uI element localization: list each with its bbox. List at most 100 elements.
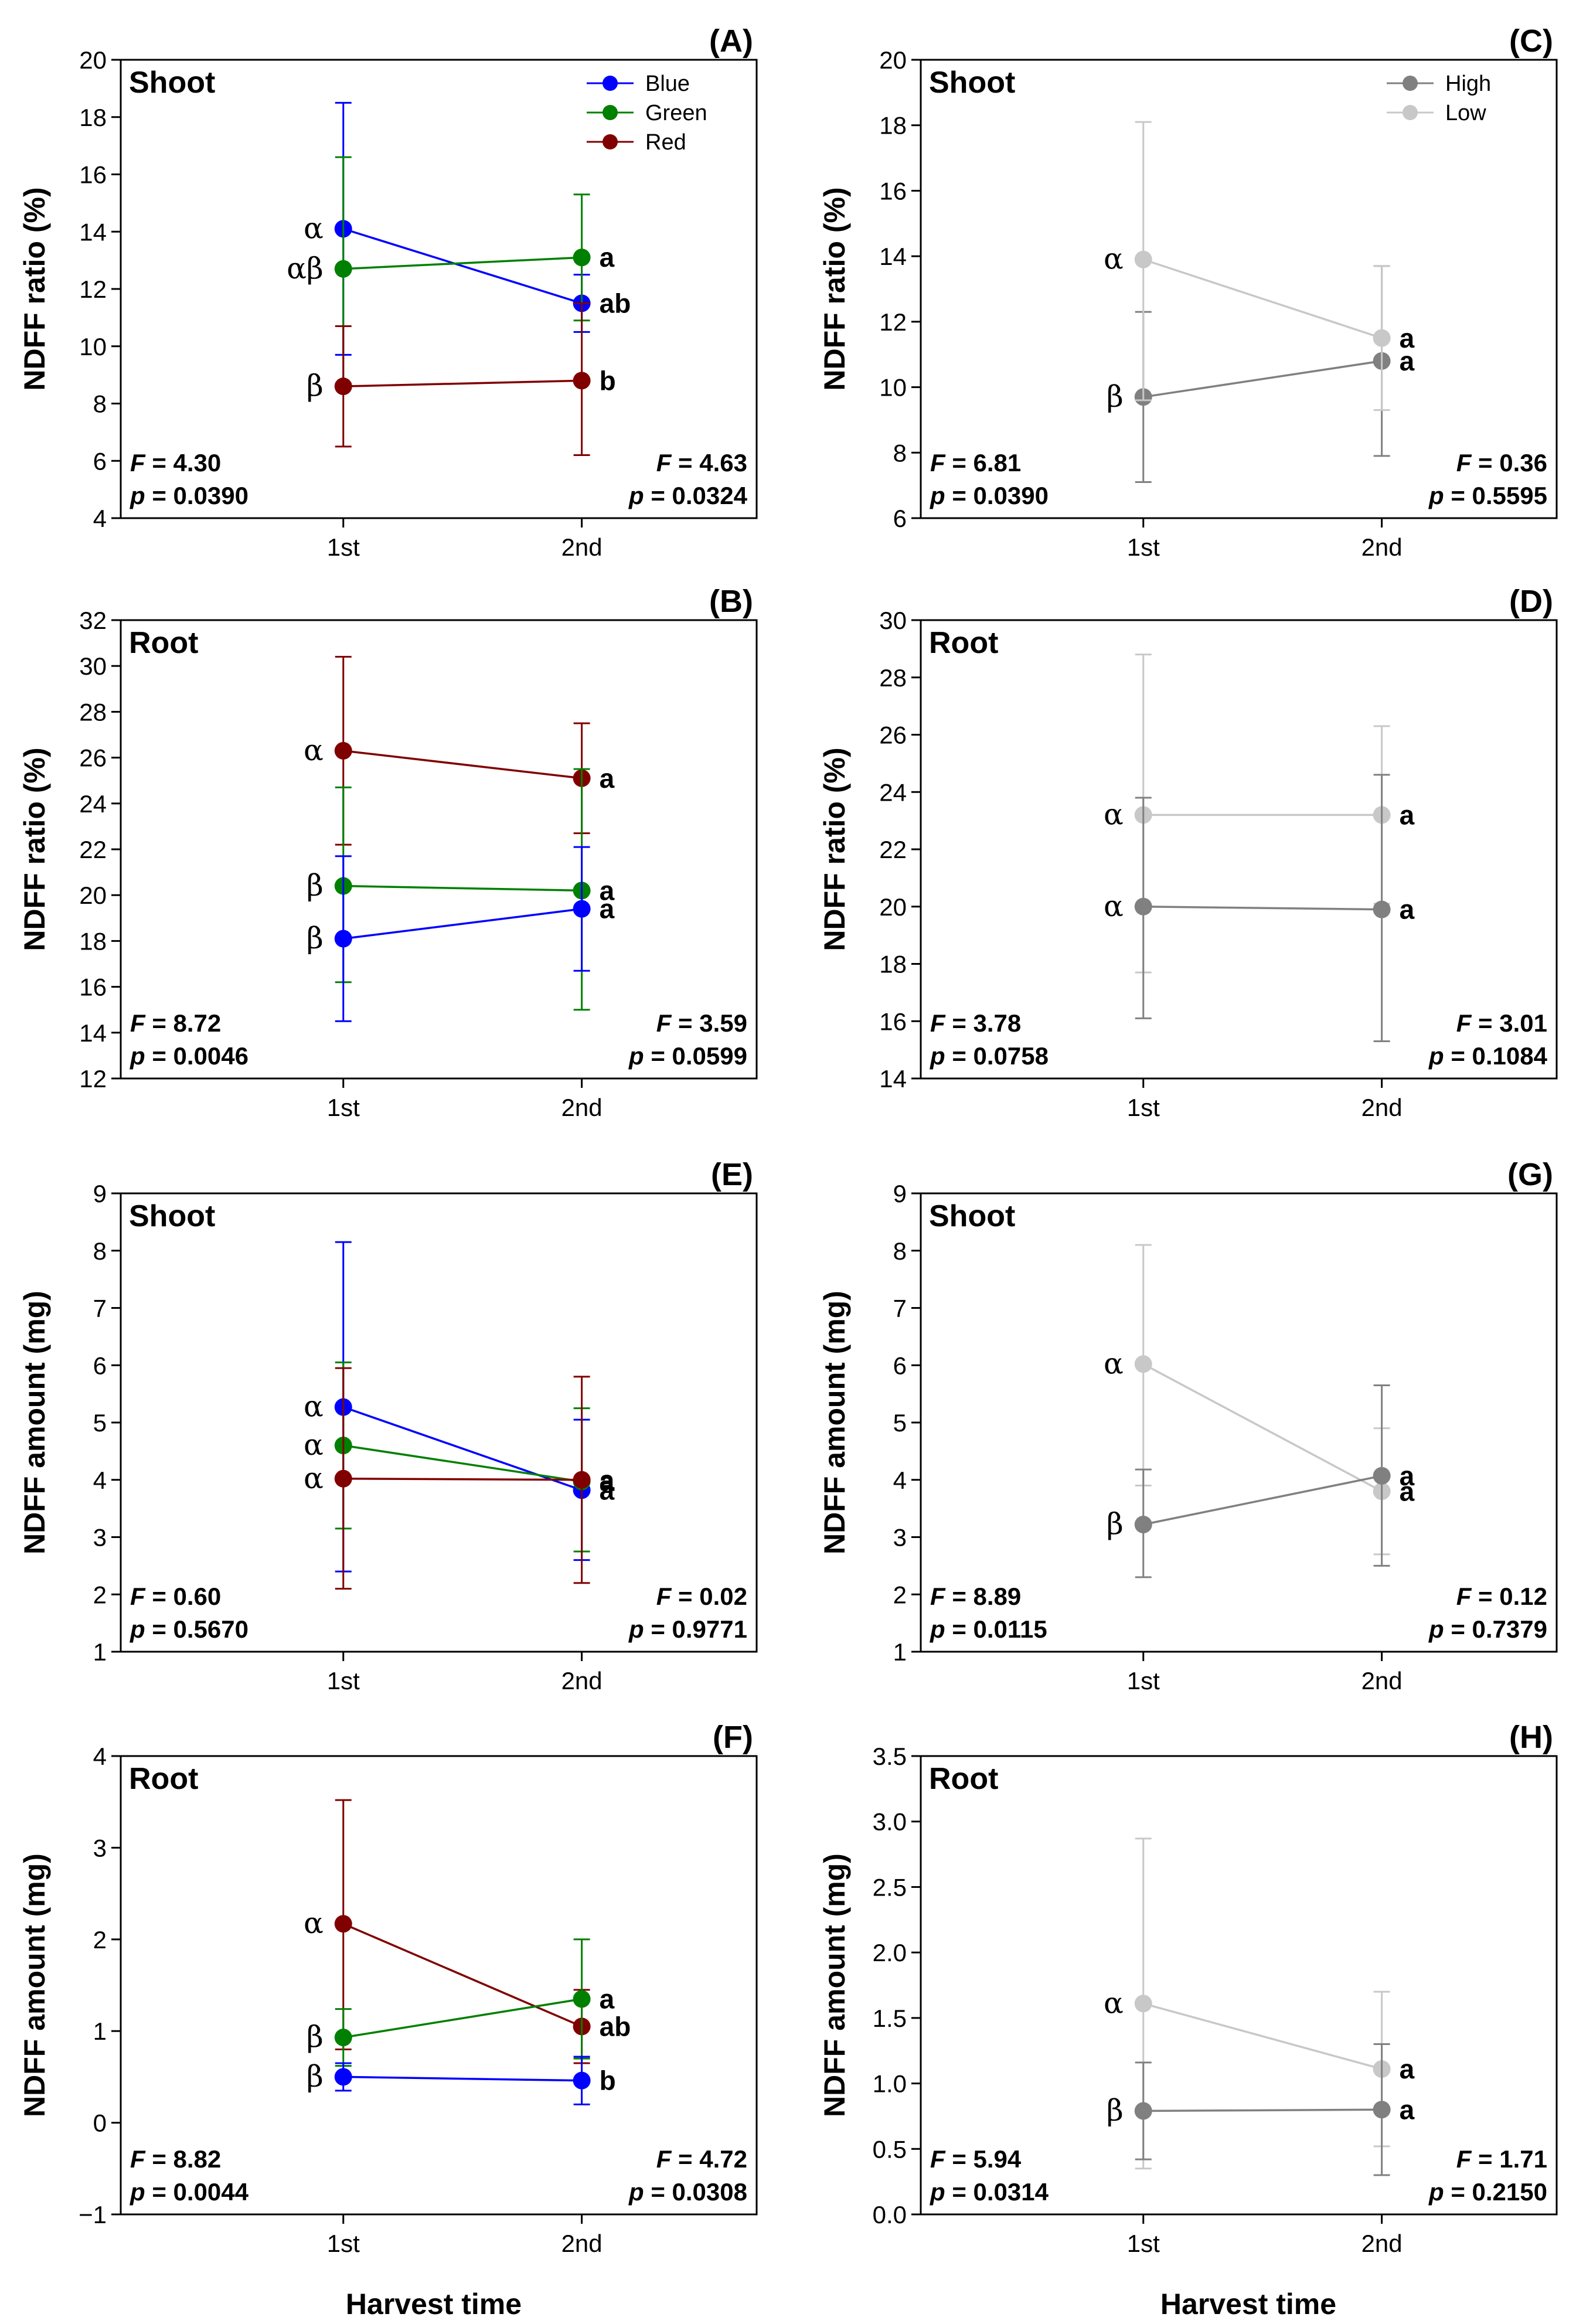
legend-label: High [1445,72,1491,96]
sig-letter-1st: α [1104,242,1124,276]
stat-f-eq: = [1471,1009,1499,1037]
data-point [1134,897,1152,916]
stat-p-eq: = [644,482,672,509]
stat-p-right: p = 0.0324 [628,482,748,509]
x-tick-label: 2nd [561,1094,603,1121]
series-line [1143,360,1382,399]
stat-p-eq: = [945,2178,973,2206]
stat-p-symbol: p [130,1615,145,1643]
legend-marker [603,105,618,120]
y-tick-label: 1.5 [873,2005,907,2032]
series-line [343,1923,583,2027]
sig-letter-1st: β [307,2020,324,2054]
sig-letter-2nd: a [600,1466,615,1497]
stat-p-value: 0.0390 [973,482,1049,509]
stat-p-right: p = 0.7379 [1428,1615,1547,1643]
series-line [1143,2108,1382,2112]
y-tick-label: 14 [79,1019,107,1047]
stat-f-symbol: F [130,449,146,477]
plot-frame [120,1755,758,2216]
stat-f-value: 3.78 [973,1009,1022,1037]
y-tick-label: 20 [879,46,907,74]
data-point [334,2029,352,2047]
sig-letter-2nd: a [1400,2094,1415,2125]
legend-marker [1403,105,1418,120]
stat-f-value: 0.36 [1499,449,1547,477]
y-axis-title: NDFF ratio (%) [818,747,851,951]
stat-p-value: 0.0044 [173,2178,249,2206]
y-tick-label: 7 [93,1295,107,1322]
y-tick-label: 0.0 [873,2201,907,2228]
y-tick-label: 1 [93,1638,107,1666]
stat-p-right: p = 0.0308 [628,2178,747,2206]
stat-f-left: F = 8.89 [930,1583,1021,1610]
stat-f-symbol: F [130,1009,146,1037]
stat-p-eq: = [1444,482,1472,509]
stat-f-eq: = [1471,449,1499,477]
panel-letter: (A) [709,23,753,59]
sig-letter-2nd: b [600,2066,616,2096]
y-tick-label: 18 [79,927,107,955]
y-tick-label: 26 [79,744,107,772]
stat-p-symbol: p [1428,482,1444,509]
sig-letter-2nd: a [1400,323,1415,353]
tissue-label: Root [129,626,198,660]
stat-p-eq: = [644,2178,672,2206]
stat-f-value: 8.72 [173,1009,222,1037]
stat-f-symbol: F [930,1583,946,1610]
y-tick-label: 0 [93,2109,107,2137]
x-axis-title-left: Harvest time [346,2288,522,2320]
y-tick-label: 2.0 [873,1939,907,1966]
y-tick-label: 16 [879,177,907,205]
sig-letter-2nd: a [1400,894,1415,925]
x-tick-label: 2nd [561,2230,603,2257]
stat-f-eq: = [671,2145,699,2173]
series-line [1142,1363,1383,1492]
stat-p-eq: = [1444,2178,1472,2206]
data-point [1134,2102,1152,2120]
data-point [573,372,591,390]
y-tick-label: 9 [893,1180,907,1207]
plot-frame [920,59,1558,519]
y-tick-label: 2 [93,1926,107,1954]
stat-f-symbol: F [656,1583,672,1610]
series-line [343,256,582,270]
y-tick-label: 4 [93,1743,107,1770]
panel-letter: (E) [711,1157,753,1192]
stat-p-eq: = [1444,1615,1472,1643]
stat-f-left: F = 8.82 [130,2145,221,2173]
y-tick-label: 2.5 [873,1873,907,1901]
stat-p-value: 0.5595 [1472,482,1547,509]
plot-frame [920,1755,1558,2216]
stat-f-value: 6.81 [973,449,1022,477]
data-point [1134,1995,1152,2013]
tissue-label: Shoot [929,66,1015,100]
y-tick-label: 18 [879,951,907,978]
stat-p-symbol: p [130,2178,145,2206]
panel-letter: (D) [1509,584,1553,619]
y-tick-label: 20 [79,46,107,74]
sig-letter-1st: β [1107,379,1124,413]
series-line [1143,1475,1382,1526]
stat-f-eq: = [671,1583,699,1610]
stat-f-left: F = 5.94 [930,2145,1022,2173]
stat-f-value: 4.63 [699,449,747,477]
y-tick-label: 9 [93,1180,107,1207]
stat-p-value: 0.9771 [672,1615,747,1643]
data-point [334,1469,352,1488]
data-point [1134,250,1152,268]
y-axis-title: NDFF amount (mg) [18,1853,51,2117]
data-point [334,1915,352,1933]
stat-p-symbol: p [628,482,644,509]
panel-letter: (C) [1509,23,1553,59]
stat-p-left: p = 0.5670 [130,1615,249,1643]
series-line [1143,2002,1383,2070]
x-tick-label: 2nd [1361,1094,1403,1121]
sig-letter-2nd: a [1400,1461,1415,1491]
y-tick-label: 30 [79,652,107,680]
x-tick-label: 1st [1127,2230,1160,2257]
